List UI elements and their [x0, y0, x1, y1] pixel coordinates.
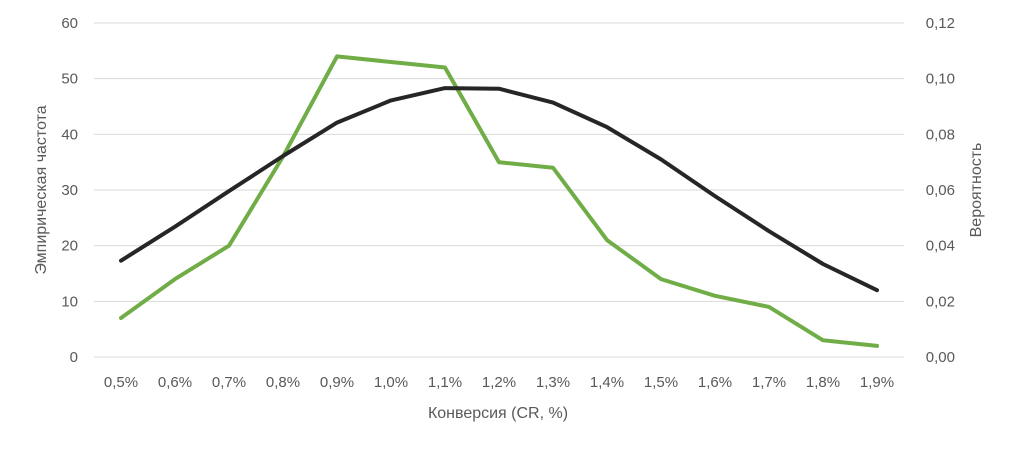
left-axis-ticks: 0 10 20 30 40 50 60 [61, 15, 78, 366]
x-tick-label: 0,8% [266, 374, 300, 391]
y-tick-label: 10 [61, 293, 78, 310]
x-tick-label: 0,5% [104, 374, 138, 391]
y2-axis-title: Вероятность [968, 143, 985, 238]
x-tick-label: 0,7% [212, 374, 246, 391]
x-axis-title: Конверсия (CR, %) [428, 405, 568, 422]
right-axis-ticks: 0,00 0,02 0,04 0,06 0,08 0,10 0,12 [926, 15, 955, 366]
x-tick-label: 1,5% [644, 374, 678, 391]
y2-tick-label: 0,12 [926, 15, 955, 32]
frequency-series-line [119, 54, 879, 348]
x-axis-ticks: 0,5% 0,6% 0,7% 0,8% 0,9% 1,0% 1,1% 1,2% 1,3% 1,4%… [104, 374, 894, 391]
x-tick-label: 0,6% [158, 374, 192, 391]
y2-tick-label: 0,10 [926, 71, 955, 88]
x-tick-label: 1,0% [374, 374, 408, 391]
x-tick-label: 1,3% [536, 374, 570, 391]
y2-tick-label: 0,02 [926, 293, 955, 310]
y2-tick-label: 0,00 [926, 349, 955, 366]
x-tick-label: 1,6% [698, 374, 732, 391]
y-tick-label: 0 [70, 349, 78, 366]
x-tick-label: 1,2% [482, 374, 516, 391]
x-tick-label: 1,9% [860, 374, 894, 391]
y-tick-label: 60 [61, 15, 78, 32]
y2-tick-label: 0,04 [926, 238, 955, 255]
y2-tick-label: 0,06 [926, 182, 955, 199]
y-tick-label: 20 [61, 238, 78, 255]
x-tick-label: 1,4% [590, 374, 624, 391]
x-tick-label: 1,1% [428, 374, 462, 391]
x-tick-label: 1,7% [752, 374, 786, 391]
series-lines [119, 54, 879, 348]
probability-series-line [119, 86, 879, 293]
y-axis-title: Эмпирическая частота [33, 105, 50, 274]
x-tick-label: 1,8% [806, 374, 840, 391]
gridlines [94, 22, 904, 358]
y2-tick-label: 0,08 [926, 126, 955, 143]
x-tick-label: 0,9% [320, 374, 354, 391]
y-tick-label: 50 [61, 71, 78, 88]
y-tick-label: 30 [61, 182, 78, 199]
y-tick-label: 40 [61, 126, 78, 143]
